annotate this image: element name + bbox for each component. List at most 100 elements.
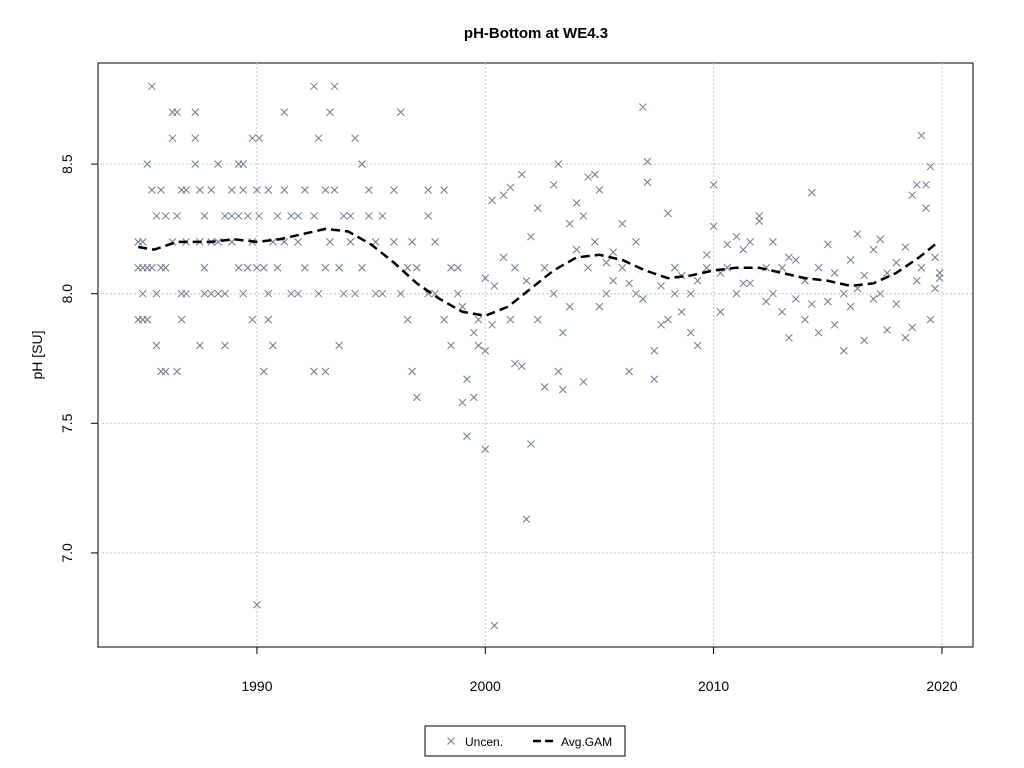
data-point bbox=[892, 258, 901, 267]
data-point bbox=[148, 263, 156, 272]
data-point bbox=[922, 204, 930, 213]
data-point bbox=[901, 333, 910, 342]
data-point bbox=[488, 196, 496, 205]
data-point bbox=[935, 274, 944, 282]
data-point bbox=[846, 302, 855, 311]
data-point bbox=[559, 385, 567, 394]
data-point bbox=[917, 263, 926, 272]
data-point bbox=[157, 186, 165, 194]
data-point bbox=[762, 263, 770, 272]
data-point bbox=[351, 134, 359, 143]
data-point bbox=[481, 274, 490, 282]
data-point bbox=[908, 323, 917, 332]
data-point bbox=[883, 269, 891, 277]
data-point bbox=[403, 315, 412, 324]
data-point bbox=[253, 263, 261, 272]
data-point bbox=[901, 243, 910, 251]
data-point bbox=[321, 263, 330, 272]
data-point bbox=[200, 289, 209, 298]
data-point bbox=[396, 108, 405, 117]
data-point bbox=[408, 238, 417, 246]
data-point bbox=[625, 367, 633, 376]
data-point bbox=[540, 383, 549, 391]
x-tick-label: 2010 bbox=[698, 678, 729, 694]
data-point bbox=[657, 282, 665, 290]
data-point bbox=[294, 212, 302, 220]
data-point bbox=[321, 367, 330, 376]
data-point bbox=[926, 162, 935, 171]
data-point bbox=[549, 180, 558, 189]
trend-line bbox=[137, 227, 936, 318]
data-point bbox=[506, 315, 515, 324]
data-point bbox=[454, 289, 462, 298]
data-point bbox=[474, 315, 483, 324]
data-point bbox=[814, 263, 823, 272]
data-point bbox=[396, 289, 405, 298]
data-point bbox=[280, 108, 289, 117]
data-point bbox=[264, 315, 273, 324]
data-point bbox=[807, 188, 816, 197]
data-point bbox=[138, 238, 147, 246]
data-point bbox=[310, 367, 318, 376]
data-point bbox=[463, 432, 471, 441]
data-point bbox=[595, 186, 604, 194]
data-point bbox=[195, 186, 204, 194]
data-point bbox=[511, 359, 519, 368]
data-point bbox=[390, 238, 398, 246]
data-point bbox=[677, 307, 686, 316]
x-tick-label: 2020 bbox=[926, 678, 957, 694]
data-point bbox=[412, 393, 421, 402]
data-point bbox=[173, 367, 181, 376]
data-point bbox=[602, 258, 611, 267]
data-point bbox=[330, 186, 339, 194]
data-point bbox=[657, 320, 665, 329]
data-point bbox=[572, 199, 581, 207]
data-point bbox=[358, 263, 366, 272]
data-point bbox=[481, 346, 490, 355]
data-point bbox=[195, 341, 204, 350]
data-point bbox=[931, 284, 939, 293]
data-point bbox=[227, 186, 236, 194]
data-point bbox=[579, 377, 588, 386]
data-point bbox=[431, 238, 439, 246]
data-point bbox=[191, 108, 200, 117]
data-point bbox=[269, 341, 277, 350]
data-point bbox=[522, 515, 531, 524]
data-point bbox=[143, 160, 152, 168]
data-point bbox=[807, 300, 816, 308]
data-point bbox=[565, 219, 574, 228]
plot-frame bbox=[97, 62, 974, 648]
data-point bbox=[424, 186, 433, 194]
data-point bbox=[814, 328, 823, 337]
data-point bbox=[739, 279, 748, 288]
data-point bbox=[239, 160, 248, 168]
data-point bbox=[609, 276, 617, 285]
data-point bbox=[565, 302, 574, 311]
data-point bbox=[602, 289, 611, 298]
data-point bbox=[371, 289, 380, 298]
data-point bbox=[239, 186, 248, 194]
legend-marker bbox=[447, 737, 455, 745]
data-point bbox=[152, 212, 161, 220]
data-point bbox=[522, 276, 531, 285]
data-point bbox=[255, 134, 264, 143]
data-point bbox=[255, 212, 264, 220]
data-point bbox=[326, 238, 334, 246]
legend-box bbox=[424, 725, 626, 757]
data-point bbox=[243, 212, 252, 220]
data-point bbox=[152, 341, 161, 350]
data-point bbox=[533, 315, 542, 324]
data-point bbox=[481, 445, 490, 454]
data-point bbox=[527, 440, 535, 448]
data-point bbox=[709, 180, 718, 189]
data-point bbox=[335, 263, 343, 272]
data-point bbox=[533, 204, 542, 213]
data-point bbox=[143, 315, 152, 324]
data-point bbox=[785, 253, 793, 262]
data-point bbox=[511, 263, 519, 272]
data-point bbox=[214, 238, 222, 246]
data-point bbox=[860, 336, 869, 345]
data-point bbox=[650, 346, 659, 355]
data-point bbox=[378, 212, 387, 220]
data-point bbox=[273, 212, 282, 220]
